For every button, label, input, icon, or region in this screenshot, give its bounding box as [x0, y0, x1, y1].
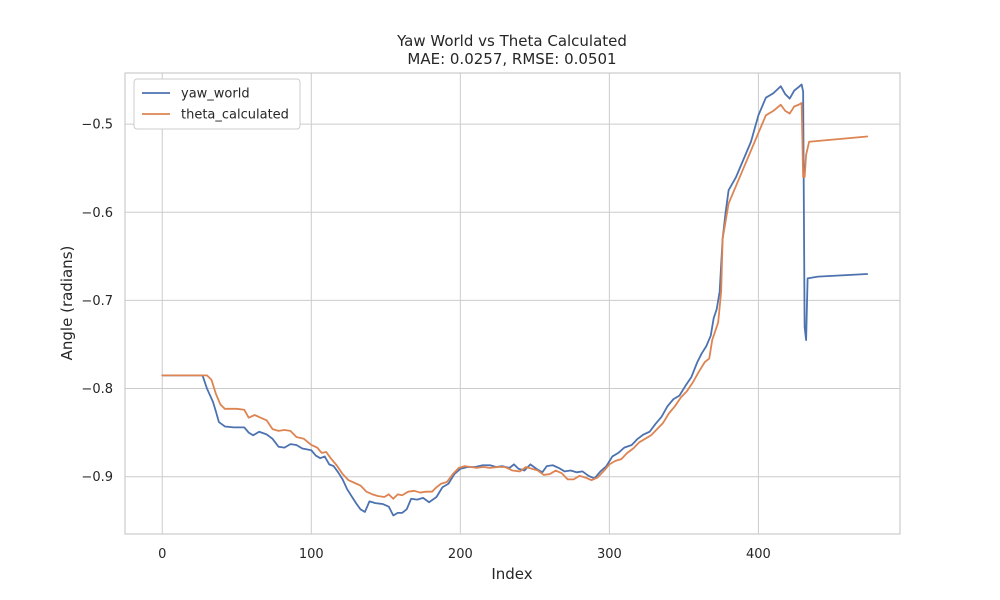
y-tick-label: −0.6 — [81, 206, 113, 221]
x-tick-label: 0 — [158, 547, 166, 562]
plot-area — [125, 73, 900, 534]
legend: yaw_world theta_calculated — [133, 78, 301, 130]
x-tick-label: 400 — [746, 547, 771, 562]
series-line-yaw-world — [161, 83, 869, 517]
y-tick-label: −0.7 — [81, 294, 113, 309]
plot-border — [124, 72, 901, 535]
x-tick-label: 100 — [299, 547, 324, 562]
plot-frame — [124, 72, 901, 535]
legend-label-theta-calculated: theta_calculated — [181, 108, 289, 123]
y-tick-label: −0.8 — [81, 382, 113, 397]
y-tick-label: −0.5 — [81, 118, 113, 133]
chart-subtitle: MAE: 0.0257, RMSE: 0.0501 — [407, 50, 616, 68]
x-axis-label: Index — [491, 565, 532, 583]
series-layer — [161, 83, 869, 517]
series-line-theta-calculated — [161, 102, 869, 500]
legend-label-yaw-world: yaw_world — [181, 87, 250, 102]
x-tick-label: 200 — [448, 547, 473, 562]
y-tick-label: −0.9 — [81, 470, 113, 485]
chart-title: Yaw World vs Theta Calculated — [396, 32, 627, 50]
axis-ticks: 0 100 200 300 400 −0.9 −0.8 −0.7 −0.6 −0.5 — [81, 118, 770, 562]
legend-box — [133, 78, 301, 130]
y-axis-label: Angle (radians) — [58, 246, 76, 361]
grid-lines — [125, 73, 900, 534]
x-tick-label: 300 — [597, 547, 622, 562]
